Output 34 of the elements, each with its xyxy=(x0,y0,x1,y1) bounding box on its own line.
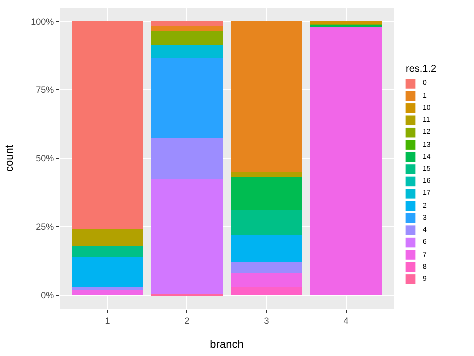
bar xyxy=(72,246,144,258)
bar xyxy=(72,287,144,290)
y-axis-title: count xyxy=(4,145,16,172)
bar xyxy=(72,230,144,246)
bar xyxy=(151,179,224,294)
bar xyxy=(230,287,303,296)
bar xyxy=(230,235,303,262)
legend-title: res.1.2 xyxy=(406,64,438,75)
y-tick-label: 0% xyxy=(41,290,54,300)
bar xyxy=(151,138,224,180)
bar xyxy=(230,273,303,288)
bar xyxy=(230,22,303,172)
bar xyxy=(151,31,224,45)
bar xyxy=(151,44,224,59)
x-axis-title: branch xyxy=(210,339,244,351)
x-tick-label: 4 xyxy=(344,316,349,326)
x-tick-label: 1 xyxy=(105,316,110,326)
x-tick-label: 3 xyxy=(264,316,270,326)
y-tick-label: 25% xyxy=(36,222,54,232)
bar xyxy=(230,210,303,236)
bar xyxy=(151,22,224,26)
bar xyxy=(72,257,144,288)
y-tick-label: 75% xyxy=(36,85,54,96)
bar xyxy=(151,58,224,138)
bar xyxy=(230,172,303,178)
bar xyxy=(310,27,382,296)
bar xyxy=(151,26,224,32)
bar xyxy=(230,178,303,210)
y-tick-label: 100% xyxy=(31,16,54,27)
bar xyxy=(72,290,144,296)
x-tick-label: 2 xyxy=(184,316,190,326)
bar xyxy=(72,22,144,230)
y-tick-label: 50% xyxy=(36,154,54,164)
bar xyxy=(230,262,303,274)
